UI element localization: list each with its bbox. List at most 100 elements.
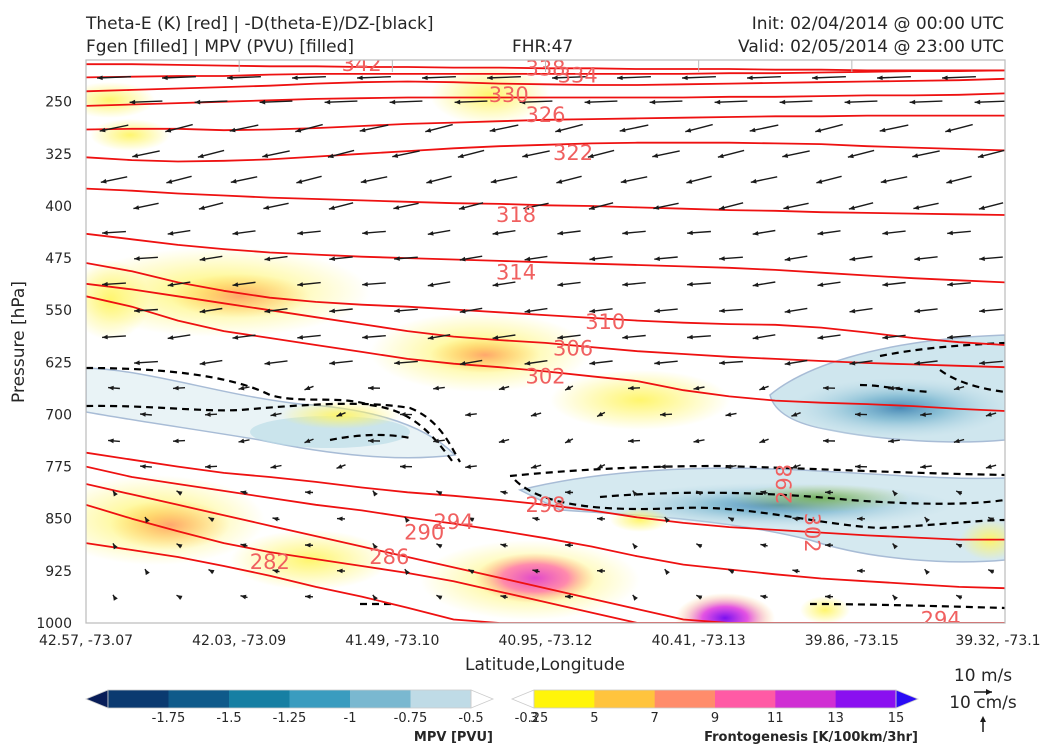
y-tick-label: 325	[45, 147, 72, 163]
wind-vector-head	[295, 128, 302, 133]
wind-vector-head	[892, 594, 898, 601]
wind-vector-head	[305, 490, 311, 495]
wind-vector-head	[459, 361, 466, 366]
wind-vector-head	[945, 128, 952, 133]
y-tick-label: 625	[45, 355, 72, 371]
wind-vector-head	[532, 569, 539, 574]
wind-vector-head	[498, 438, 505, 444]
wind-vector-head	[914, 256, 921, 262]
wind-vector-head	[956, 595, 963, 600]
wind-vector-head	[760, 543, 767, 548]
wind-vector	[422, 76, 456, 79]
wind-vector-head	[240, 594, 247, 600]
wind-vector-head	[714, 99, 721, 105]
wind-vector-head	[784, 256, 791, 262]
wind-vector-head	[500, 543, 507, 548]
wind-vector-head	[400, 412, 406, 417]
theta-e-line-318	[86, 187, 1005, 216]
stability-contour	[514, 479, 1005, 530]
theta-e-label: 298	[525, 493, 565, 517]
wind-vector-head	[877, 75, 883, 81]
wind-vector-head	[849, 256, 856, 262]
wind-vector-head	[394, 256, 400, 261]
wind-vector-head	[947, 230, 953, 236]
wind-vector-head	[102, 230, 108, 236]
wind-vector-head	[696, 490, 703, 496]
fgen-colorbar-segment	[534, 690, 595, 708]
wind-vector-head	[817, 335, 824, 340]
wind-vector-head	[956, 543, 963, 549]
wind-vector-head	[693, 385, 700, 391]
wind-vector-head	[979, 360, 985, 366]
theta-e-label: 314	[496, 261, 536, 285]
y-axis-ticks: 250 325 400 475 550 625 700 775 850 925 1000	[36, 95, 72, 632]
wind-vector-head	[914, 360, 921, 366]
wind-vector-head	[913, 205, 920, 210]
theta-e-label: 282	[250, 550, 290, 574]
x-axis-label: Latitude,Longitude	[465, 655, 625, 675]
wind-vector-head	[492, 335, 499, 340]
x-tick-label: 42.57, -73.07	[39, 633, 133, 649]
stability-contour	[329, 433, 411, 442]
wind-vector-head	[328, 205, 335, 210]
wind-vector-head	[664, 569, 670, 575]
wind-vector-head	[272, 569, 279, 574]
theta-e-line-334	[86, 77, 1005, 93]
wind-vector-head	[197, 153, 204, 159]
theta-e-line-326	[86, 114, 1005, 132]
x-tick-label: 40.95, -73.12	[498, 633, 592, 649]
wind-vector-head	[816, 179, 823, 184]
theta-e-line-282	[86, 542, 1005, 623]
wind-vector-head	[492, 230, 499, 236]
wind-vector-head	[297, 282, 304, 287]
wind-vector-head	[565, 594, 571, 599]
wind-vector-head	[565, 542, 571, 548]
mpv-colorbar: -1.75 -1.5 -1.25 -1 -0.75 -0.5 -0.25	[84, 689, 548, 726]
theta-e-label: 342	[342, 52, 382, 76]
wind-vector-head	[162, 75, 168, 81]
wind-vector-head	[619, 127, 626, 133]
wind-vector-head	[140, 464, 146, 469]
mpv-colorbar-tick: -0.5	[458, 711, 483, 726]
stability-contours	[86, 341, 1005, 610]
wind-vector-head	[882, 335, 889, 340]
wind-vector-head	[296, 179, 303, 184]
wind-vector-head	[880, 178, 887, 184]
fgen-colorbar-segment	[775, 690, 837, 708]
wind-vector-head	[167, 230, 174, 236]
wind-vector-head	[597, 516, 603, 522]
wind-vector-head	[436, 595, 443, 600]
wind-vector-head	[532, 516, 539, 522]
wind-vector-head	[728, 517, 735, 522]
wind-vector-head	[879, 127, 886, 133]
wind-vector-head	[946, 179, 953, 184]
wind-vector-head	[270, 464, 277, 469]
theta-e-line-294	[86, 465, 1005, 590]
wind-vector-head	[524, 308, 531, 314]
wind-vector-head	[632, 490, 638, 497]
wind-vector-head	[404, 517, 410, 523]
wind-vector-head	[682, 75, 688, 81]
wind-vector-head	[227, 75, 233, 81]
stability-contour	[939, 369, 1005, 394]
x-tick-label: 39.32, -73.1	[955, 633, 1040, 649]
stability-contour	[809, 602, 1005, 610]
wind-vector-head	[208, 569, 215, 575]
wind-vector-head	[812, 75, 818, 81]
wind-vector-head	[760, 490, 767, 495]
fgen-blob	[550, 370, 730, 430]
wind-vector-head	[557, 230, 564, 236]
theta-e-label: 302	[525, 364, 565, 388]
wind-vector-head	[791, 412, 798, 417]
wind-vector-head	[362, 281, 368, 287]
wind-vector-head	[458, 205, 465, 210]
wind-vector-head	[523, 205, 530, 210]
theta-e-label: 330	[489, 83, 529, 107]
x-tick-label: 42.03, -73.09	[192, 633, 286, 649]
y-tick-label: 550	[45, 303, 72, 319]
wind-vector-head	[848, 205, 855, 210]
wind-vector-head	[693, 438, 700, 444]
x-tick-label: 40.41, -73.13	[652, 633, 746, 649]
wind-vector-head	[924, 569, 930, 575]
wind-vector-head	[942, 75, 948, 81]
